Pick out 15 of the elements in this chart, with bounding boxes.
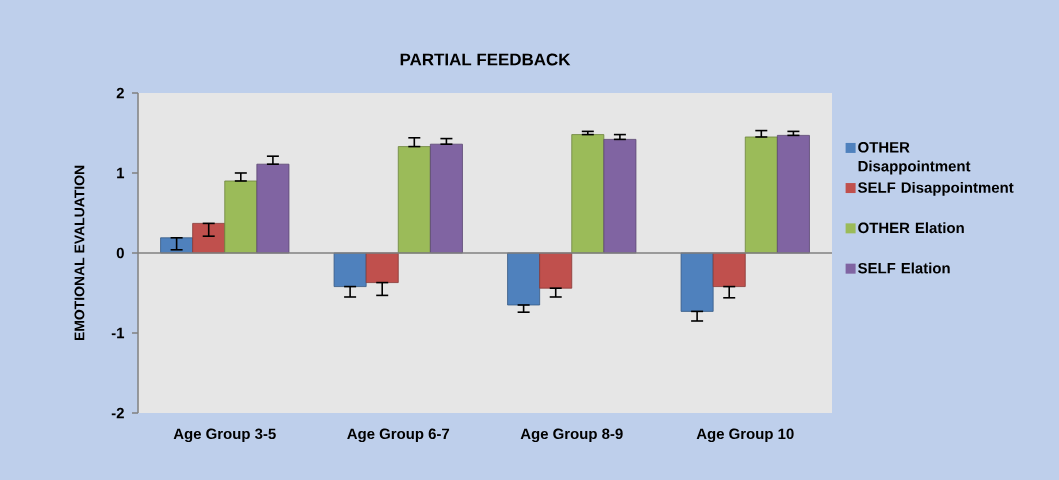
chart-title: PARTIAL FEEDBACK — [400, 53, 571, 66]
y-tick-label: 2 — [116, 87, 124, 99]
y-tick-label: -2 — [111, 407, 124, 419]
y-tick-label: 1 — [117, 167, 125, 179]
x-tick-label: Age Group 3-5 — [173, 428, 276, 443]
x-tick-label: Age Group 6-7 — [347, 428, 450, 443]
x-tick-label: Age Group 10 — [696, 428, 794, 443]
y-axis-title: EMOTIONAL EVALUATION — [74, 165, 85, 341]
y-tick-label: -1 — [111, 327, 125, 339]
legend-label: SELF Elation — [858, 262, 950, 274]
legend-label: OTHER Disappointment — [858, 141, 971, 175]
x-tick-label: Age Group 8-9 — [520, 428, 623, 443]
legend-label: SELF Disappointment — [858, 181, 1014, 196]
y-tick-label: 0 — [116, 247, 124, 259]
legend-label: OTHER Elation — [858, 222, 964, 234]
